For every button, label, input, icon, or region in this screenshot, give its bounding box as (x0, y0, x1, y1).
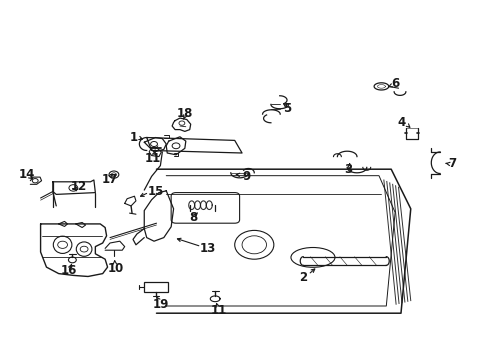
Text: 8: 8 (189, 211, 197, 224)
Text: 17: 17 (102, 173, 118, 186)
Text: 12: 12 (71, 180, 87, 193)
Text: 19: 19 (153, 298, 169, 311)
Text: 7: 7 (447, 157, 455, 170)
Text: 11: 11 (144, 152, 161, 165)
Text: 3: 3 (344, 163, 352, 176)
Bar (144, 282, 167, 292)
Text: 15: 15 (147, 185, 163, 198)
Text: 13: 13 (199, 242, 216, 255)
Text: 14: 14 (19, 168, 35, 181)
Text: 10: 10 (107, 262, 124, 275)
Text: 5: 5 (283, 102, 291, 115)
Text: 1: 1 (129, 131, 137, 144)
Text: 9: 9 (243, 170, 250, 183)
Text: 2: 2 (299, 271, 306, 284)
Text: 4: 4 (397, 116, 405, 129)
Text: 18: 18 (176, 107, 193, 120)
Text: 11: 11 (210, 304, 226, 317)
Text: 16: 16 (60, 264, 77, 277)
Text: 6: 6 (390, 77, 398, 90)
